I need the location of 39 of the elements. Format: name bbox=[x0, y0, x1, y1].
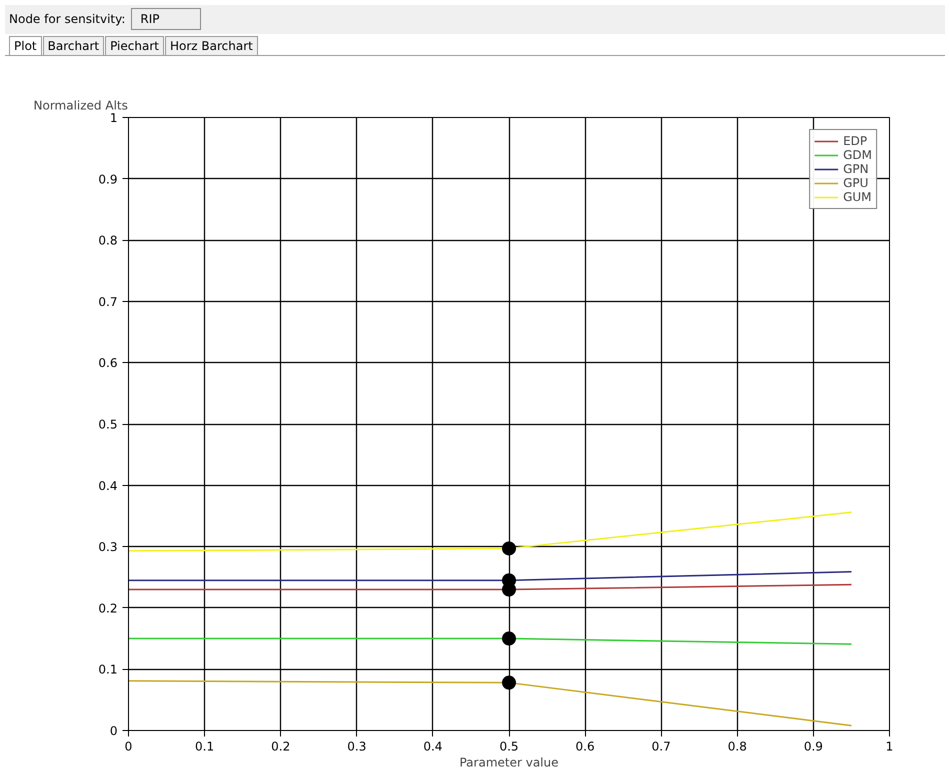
y-tick-label: 0.6 bbox=[98, 356, 118, 370]
legend-label: EDP bbox=[843, 134, 868, 148]
point bbox=[502, 632, 516, 646]
y-tick-label: 0.2 bbox=[98, 601, 118, 616]
x-tick-label: 0.3 bbox=[347, 740, 366, 754]
text: Plot bbox=[9, 36, 42, 56]
legend-label: GUM bbox=[843, 190, 872, 204]
x-tick-label: 0.5 bbox=[499, 740, 519, 754]
y-tick-label: 0.3 bbox=[98, 540, 118, 554]
y-tick-label: 0.1 bbox=[98, 662, 118, 677]
x-tick-label: 0.4 bbox=[423, 740, 442, 754]
x-tick-label: 1 bbox=[886, 740, 894, 754]
x-axis-title: Parameter value bbox=[459, 756, 559, 770]
x-tick-label: 0 bbox=[124, 740, 132, 754]
point bbox=[502, 541, 516, 556]
y-tick-label: 0.5 bbox=[98, 418, 118, 432]
x-tick-label: 0.1 bbox=[195, 740, 214, 754]
point bbox=[502, 676, 516, 690]
x-tick-label: 0.6 bbox=[576, 740, 595, 754]
x-tick-label: 0.7 bbox=[652, 740, 671, 754]
text: Piechart bbox=[105, 36, 164, 56]
y-axis-title: Normalized Alts bbox=[34, 98, 128, 112]
text: Barchart bbox=[42, 36, 104, 56]
y-tick-label: 0.8 bbox=[98, 234, 118, 248]
text: RIP bbox=[131, 8, 201, 30]
x-tick-label: 0.8 bbox=[728, 740, 747, 754]
y-tick-label: 0.9 bbox=[98, 172, 118, 186]
legend-label: GPN bbox=[843, 162, 869, 176]
text: Node for sensitvity: bbox=[9, 12, 126, 26]
y-tick-label: 0.4 bbox=[98, 478, 118, 493]
legend-label: GPU bbox=[843, 176, 868, 190]
x-tick-label: 0.2 bbox=[271, 740, 290, 754]
point bbox=[502, 582, 516, 596]
text: Horz Barchart bbox=[164, 36, 258, 56]
legend-label: GDM bbox=[843, 148, 872, 162]
y-tick-label: 0.7 bbox=[98, 294, 118, 309]
x-tick-label: 0.9 bbox=[804, 740, 823, 754]
y-tick-label: 0 bbox=[110, 724, 118, 738]
y-tick-label: 1 bbox=[110, 111, 118, 125]
